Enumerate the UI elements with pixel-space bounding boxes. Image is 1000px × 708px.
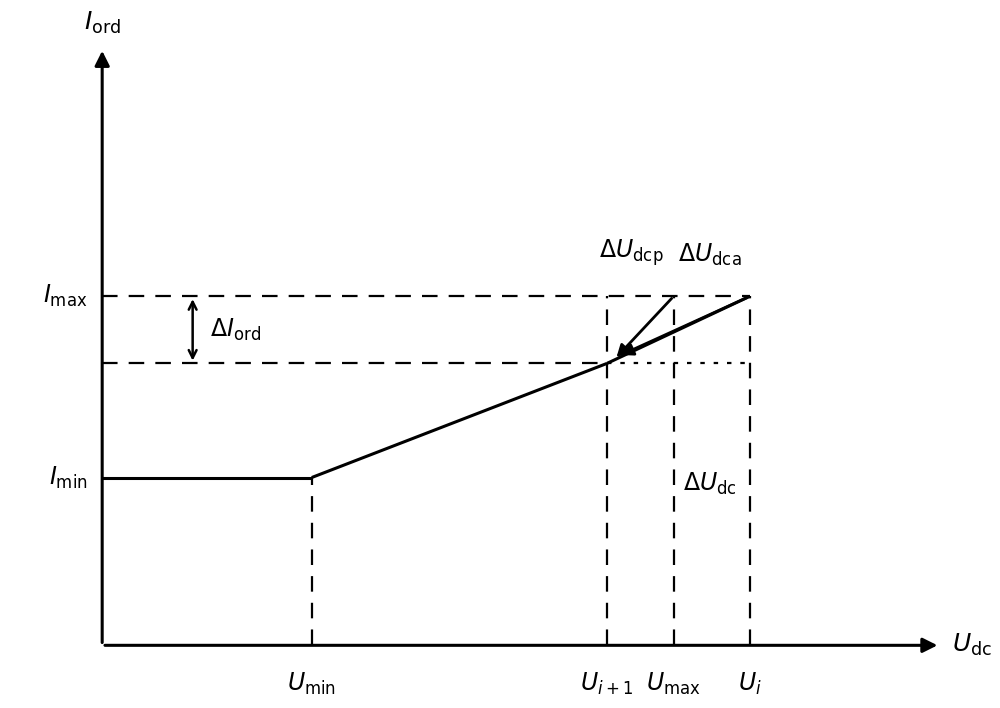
Text: $U_{\mathrm{dc}}$: $U_{\mathrm{dc}}$ xyxy=(952,632,992,658)
Text: $U_i$: $U_i$ xyxy=(738,670,762,697)
Text: $\Delta U_{\mathrm{dca}}$: $\Delta U_{\mathrm{dca}}$ xyxy=(678,242,742,268)
Text: $U_{\mathrm{min}}$: $U_{\mathrm{min}}$ xyxy=(287,670,336,697)
Text: $I_{\mathrm{max}}$: $I_{\mathrm{max}}$ xyxy=(43,283,88,309)
Text: $U_{\mathrm{max}}$: $U_{\mathrm{max}}$ xyxy=(646,670,701,697)
Text: $I_{\mathrm{min}}$: $I_{\mathrm{min}}$ xyxy=(49,464,88,491)
Text: $\Delta U_{\mathrm{dc}}$: $\Delta U_{\mathrm{dc}}$ xyxy=(683,471,737,497)
Text: $U_{i+1}$: $U_{i+1}$ xyxy=(580,670,633,697)
Text: $\Delta U_{\mathrm{dcp}}$: $\Delta U_{\mathrm{dcp}}$ xyxy=(599,237,664,268)
Text: $\Delta I_{\mathrm{ord}}$: $\Delta I_{\mathrm{ord}}$ xyxy=(210,316,261,343)
Text: $I_{\mathrm{ord}}$: $I_{\mathrm{ord}}$ xyxy=(84,10,121,36)
